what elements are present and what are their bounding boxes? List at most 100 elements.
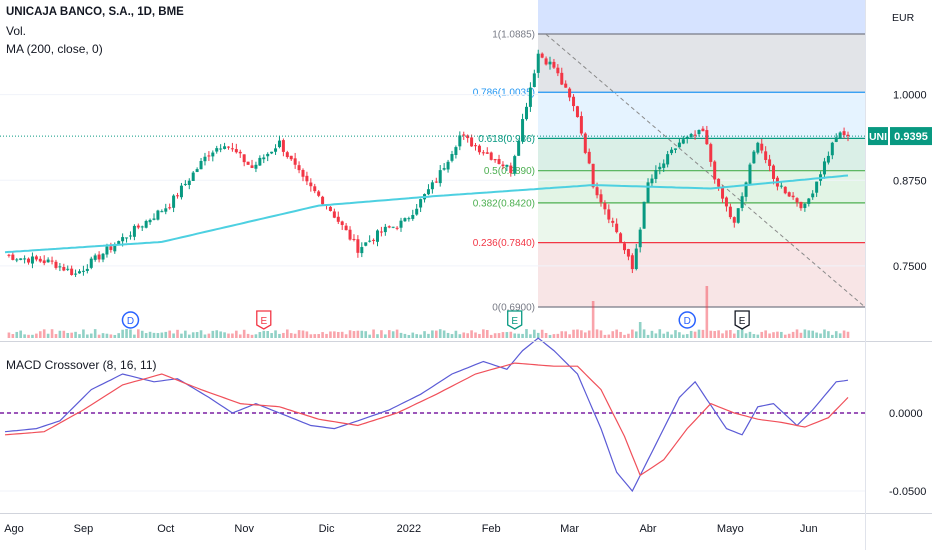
candle[interactable] <box>375 230 379 242</box>
candle[interactable] <box>470 137 474 147</box>
candle[interactable] <box>395 227 399 229</box>
candle[interactable] <box>587 151 591 164</box>
candle[interactable] <box>11 254 15 260</box>
candle[interactable] <box>419 199 423 208</box>
candle[interactable] <box>179 185 183 198</box>
candle[interactable] <box>579 116 583 134</box>
candle[interactable] <box>685 136 689 139</box>
candle[interactable] <box>732 217 736 223</box>
candle[interactable] <box>630 255 634 270</box>
candle[interactable] <box>595 187 599 196</box>
candle[interactable] <box>505 164 509 167</box>
candle[interactable] <box>254 164 258 169</box>
candle[interactable] <box>121 237 125 242</box>
candle[interactable] <box>787 192 791 197</box>
candle[interactable] <box>607 209 611 220</box>
candle[interactable] <box>540 53 544 58</box>
candle[interactable] <box>846 134 850 137</box>
candle[interactable] <box>807 198 811 204</box>
candle[interactable] <box>364 242 368 246</box>
price-candles[interactable] <box>0 49 865 277</box>
candle[interactable] <box>615 223 619 233</box>
candle[interactable] <box>830 142 834 156</box>
candle[interactable] <box>779 185 783 187</box>
candle[interactable] <box>411 215 415 219</box>
macd-legend[interactable]: MACD Crossover (8, 16, 11) <box>6 358 157 372</box>
candle[interactable] <box>58 266 62 268</box>
candle[interactable] <box>681 139 685 144</box>
candle[interactable] <box>474 145 478 147</box>
candle[interactable] <box>434 181 438 183</box>
candle[interactable] <box>74 273 78 275</box>
candle[interactable] <box>132 225 136 237</box>
candle[interactable] <box>348 229 352 240</box>
candle[interactable] <box>666 154 670 165</box>
candle[interactable] <box>442 168 446 170</box>
candle[interactable] <box>822 161 826 175</box>
candle[interactable] <box>332 211 336 218</box>
candle[interactable] <box>199 161 203 170</box>
candle[interactable] <box>646 182 650 203</box>
candle[interactable] <box>721 187 725 199</box>
candle[interactable] <box>583 133 587 153</box>
candle[interactable] <box>391 226 395 228</box>
candle[interactable] <box>148 219 152 223</box>
candle[interactable] <box>172 195 176 208</box>
earnings-marker[interactable]: E <box>734 310 750 330</box>
candle[interactable] <box>462 134 466 136</box>
candle[interactable] <box>834 137 838 142</box>
candle[interactable] <box>125 237 129 239</box>
candle[interactable] <box>270 151 274 154</box>
candle[interactable] <box>297 165 301 171</box>
candle[interactable] <box>493 159 497 161</box>
candle[interactable] <box>458 135 462 147</box>
candle[interactable] <box>285 152 289 158</box>
dividend-marker[interactable]: D <box>121 311 140 329</box>
candle[interactable] <box>274 148 278 152</box>
candle[interactable] <box>544 58 548 65</box>
candle[interactable] <box>803 203 807 208</box>
candle[interactable] <box>164 208 168 212</box>
candle[interactable] <box>109 246 113 250</box>
candle[interactable] <box>713 161 717 180</box>
candle[interactable] <box>19 258 23 260</box>
candle[interactable] <box>152 218 156 220</box>
candle[interactable] <box>105 246 109 255</box>
candle[interactable] <box>626 249 630 257</box>
candle[interactable] <box>101 253 105 260</box>
candle[interactable] <box>717 178 721 187</box>
candle[interactable] <box>128 235 132 237</box>
candle[interactable] <box>783 186 787 194</box>
candle[interactable] <box>662 163 666 168</box>
candle[interactable] <box>250 165 254 168</box>
candle[interactable] <box>513 156 517 174</box>
candle[interactable] <box>277 140 281 148</box>
candle[interactable] <box>811 193 815 198</box>
candle[interactable] <box>842 131 846 136</box>
candle[interactable] <box>191 172 195 182</box>
candle[interactable] <box>379 231 383 233</box>
candle[interactable] <box>328 206 332 211</box>
candle[interactable] <box>728 206 732 218</box>
candle[interactable] <box>15 259 19 261</box>
candle[interactable] <box>7 254 11 256</box>
candle[interactable] <box>336 216 340 222</box>
candle[interactable] <box>815 181 819 193</box>
symbol-title[interactable]: UNICAJA BANCO, S.A., 1D, BME <box>6 6 184 18</box>
candle[interactable] <box>709 144 713 162</box>
candle[interactable] <box>321 196 325 205</box>
ma-legend[interactable]: MA (200, close, 0) <box>6 42 103 56</box>
candle[interactable] <box>340 221 344 225</box>
candle[interactable] <box>54 261 58 268</box>
candle[interactable] <box>85 268 89 271</box>
candle[interactable] <box>572 96 576 107</box>
candle[interactable] <box>403 218 407 222</box>
candle[interactable] <box>140 226 144 228</box>
candle[interactable] <box>293 158 297 165</box>
candle[interactable] <box>642 201 646 229</box>
candle[interactable] <box>136 225 140 228</box>
candle[interactable] <box>485 152 489 154</box>
candle[interactable] <box>748 164 752 184</box>
